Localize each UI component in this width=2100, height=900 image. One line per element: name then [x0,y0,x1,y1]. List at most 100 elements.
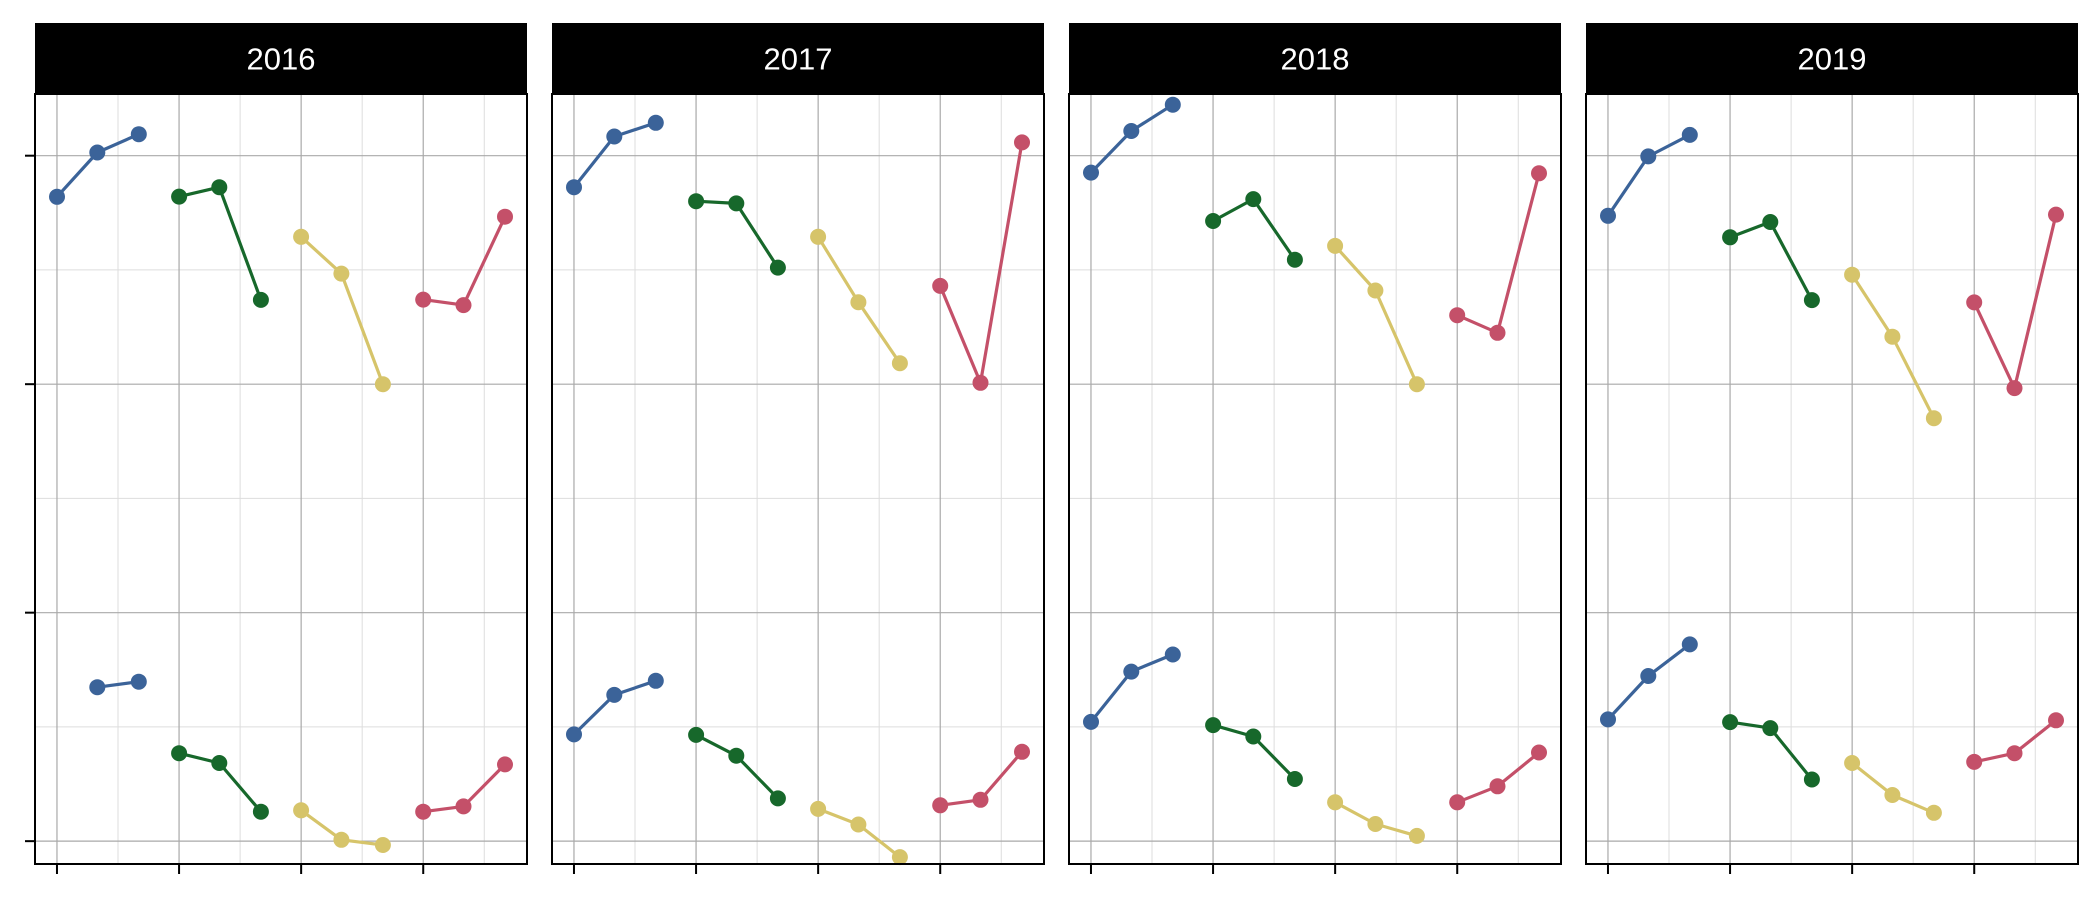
data-point [972,374,989,391]
data-point [1600,711,1616,728]
data-point [769,259,786,276]
data-point [850,816,867,833]
data-point [1205,717,1222,734]
data-point [415,803,432,820]
data-point [455,297,472,314]
data-point [566,179,582,196]
data-point [374,376,391,393]
facet-panel-2018: 2018 [1068,23,1562,874]
data-point [1164,96,1181,113]
data-point [89,679,106,696]
data-point [89,144,106,161]
y-axis [25,154,35,843]
data-point [932,797,949,814]
data-point [1640,148,1657,165]
data-point [647,114,664,131]
data-point [1681,126,1698,143]
data-point [769,790,786,807]
data-point [130,126,147,143]
data-point [891,355,908,372]
data-point [1123,663,1140,680]
data-point [130,673,147,690]
data-point [1844,266,1861,283]
data-point [2006,380,2023,397]
data-point [1367,282,1384,299]
facet-strip [1586,23,2078,94]
data-point [688,726,705,743]
series-line [1212,197,1297,261]
data-point [49,188,65,205]
data-point [211,179,228,196]
data-point [1600,207,1616,224]
data-point [2048,712,2064,729]
data-point [1803,771,1820,788]
data-point [606,686,623,703]
facet-strip [35,23,527,94]
panel-border [1585,93,2079,865]
facet-panels: 2016 2017 2018 2019 [34,23,2079,874]
data-point [497,208,513,225]
data-point [1966,753,1983,770]
facet-strip [552,23,1044,94]
data-point [1286,771,1303,787]
data-point [1408,376,1425,393]
data-point [891,849,908,866]
series-line [1606,133,1691,217]
series-line [1850,273,1936,419]
data-point [1014,743,1030,760]
data-point [1245,728,1262,745]
data-point [252,803,269,820]
data-point [2048,206,2064,223]
data-point [1884,328,1901,345]
data-point [1327,794,1344,811]
data-point [1531,744,1547,761]
data-point [1489,324,1506,341]
data-point [374,837,391,853]
panel-border [34,93,528,865]
data-point [688,193,705,210]
data-point [1286,251,1303,268]
data-point [171,188,188,205]
series-line [1333,244,1419,385]
data-point [1014,134,1030,151]
data-point [1164,646,1181,663]
data-point [211,755,228,771]
data-point [1408,827,1425,844]
series-line [1972,214,2058,390]
data-point [1449,794,1466,811]
series-line [695,733,780,800]
facet-label: 2017 [764,42,833,77]
data-point [1640,668,1657,684]
data-point [728,195,745,212]
facet-panel-2019: 2019 [1585,23,2079,874]
series-line [300,235,385,385]
data-point [972,791,989,808]
data-point [728,747,745,764]
data-point [1123,123,1140,139]
data-point [606,128,623,145]
data-point [2006,745,2023,762]
data-point [1722,714,1739,731]
facet-label: 2016 [247,42,316,77]
data-point [1844,755,1861,771]
series-line [55,132,140,198]
series-line [1729,220,1814,301]
data-point [415,291,432,308]
series-line [938,142,1024,385]
data-point [810,228,827,245]
data-point [1925,804,1942,821]
data-point [497,756,513,773]
data-point [1966,294,1983,311]
facet-panel-2016: 2016 [34,23,528,874]
data-point [1449,307,1466,324]
data-point [647,672,664,689]
facet-panel-2017: 2017 [551,23,1045,874]
data-point [1489,778,1506,795]
data-point [171,745,188,762]
data-point [810,800,827,817]
data-point [1762,214,1779,230]
data-point [333,831,350,848]
data-point [1925,410,1942,427]
series-line [178,185,263,301]
